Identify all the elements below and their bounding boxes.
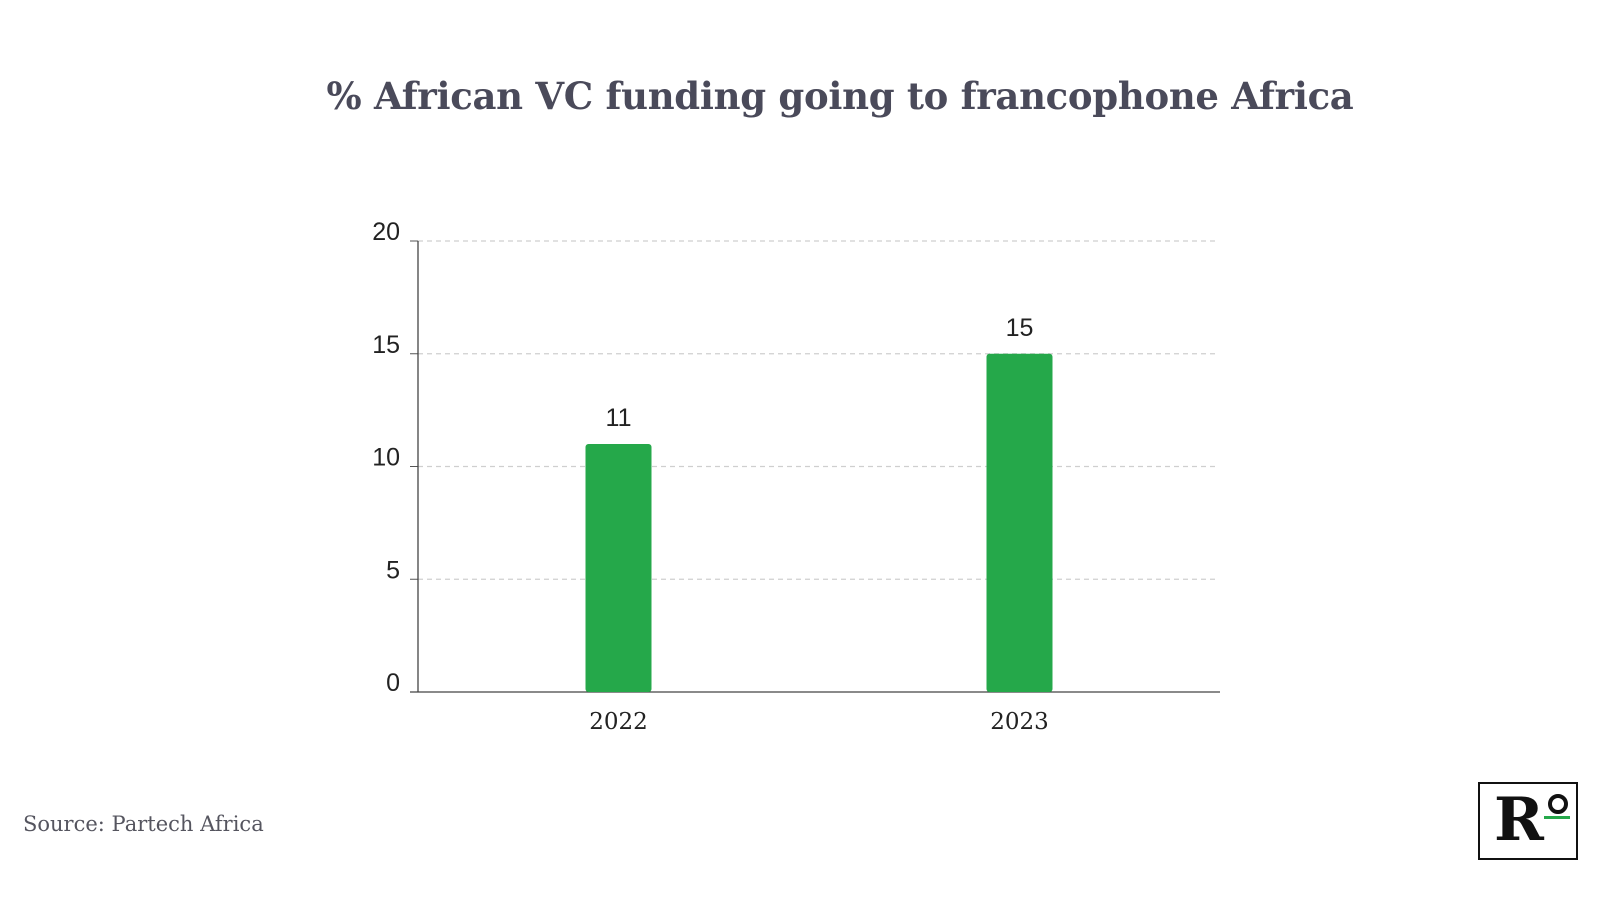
data-label-2022: 11 <box>606 404 632 432</box>
logo-accent-icon <box>1544 816 1570 819</box>
brand-logo: R <box>1478 782 1578 860</box>
y-tick-label-15: 15 <box>372 331 400 359</box>
bar-2023 <box>986 353 1053 692</box>
data-label-2023: 15 <box>1006 314 1034 342</box>
chart-title: % African VC funding going to francophon… <box>326 74 1354 118</box>
logo-letter-r-icon: R <box>1494 785 1544 855</box>
x-tick-label-2023: 2023 <box>990 709 1049 735</box>
bar-2022 <box>585 443 652 692</box>
y-tick-label-10: 10 <box>372 444 400 472</box>
x-tick-label-2022: 2022 <box>589 709 648 735</box>
y-tick-label-20: 20 <box>372 218 400 246</box>
y-tick-label-0: 0 <box>386 669 400 697</box>
logo-ring-icon <box>1548 794 1568 814</box>
y-tick-label-5: 5 <box>386 556 400 584</box>
source-note: Source: Partech Africa <box>23 812 264 836</box>
